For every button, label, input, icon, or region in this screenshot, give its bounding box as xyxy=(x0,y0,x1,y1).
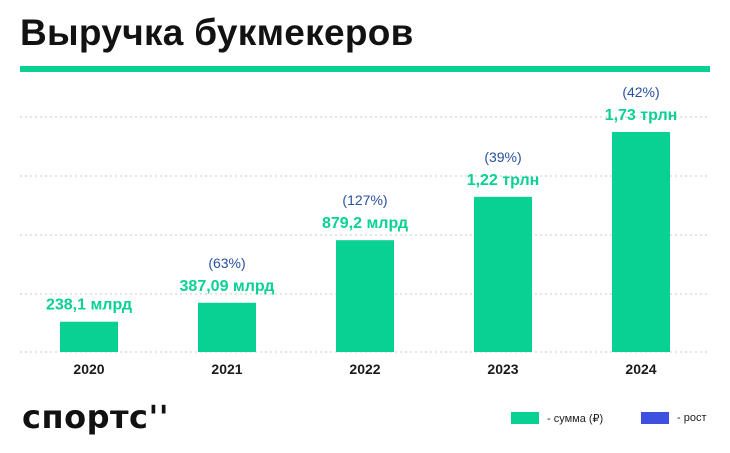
value-label-2020: 238,1 млрд xyxy=(46,297,132,314)
value-label-2021: 387,09 млрд xyxy=(180,278,275,295)
x-tick-label-2021: 2021 xyxy=(211,361,242,377)
bar-2022 xyxy=(336,240,394,352)
value-label-2024: 1,73 трлн xyxy=(605,107,678,124)
value-label-2023: 1,22 трлн xyxy=(467,172,540,189)
bar-2021 xyxy=(198,302,256,352)
x-tick-label-2024: 2024 xyxy=(625,361,656,377)
bar-2020 xyxy=(60,321,118,352)
growth-label-2022: (127%) xyxy=(342,192,387,208)
growth-label-2023: (39%) xyxy=(484,149,521,165)
bar-2024 xyxy=(612,132,670,352)
title-underline xyxy=(20,66,710,72)
legend-item-growth: - рост xyxy=(641,410,707,426)
legend-swatch-sum xyxy=(511,412,539,424)
value-label-2022: 879,2 млрд xyxy=(322,215,408,232)
bar-2023 xyxy=(474,196,532,352)
growth-label-2024: (42%) xyxy=(622,84,659,100)
sports-logo: спортс'' xyxy=(22,398,170,436)
x-tick-label-2022: 2022 xyxy=(349,361,380,377)
x-tick-label-2020: 2020 xyxy=(73,361,104,377)
legend-label-growth: - рост xyxy=(677,412,707,424)
legend-label-sum: - сумма (₽) xyxy=(547,412,604,425)
growth-label-2021: (63%) xyxy=(208,255,245,271)
legend-swatch-growth xyxy=(641,412,669,424)
legend-item-sum: - сумма (₽) xyxy=(511,410,603,426)
x-tick-label-2023: 2023 xyxy=(487,361,518,377)
page-title: Выручка букмекеров xyxy=(20,12,414,53)
